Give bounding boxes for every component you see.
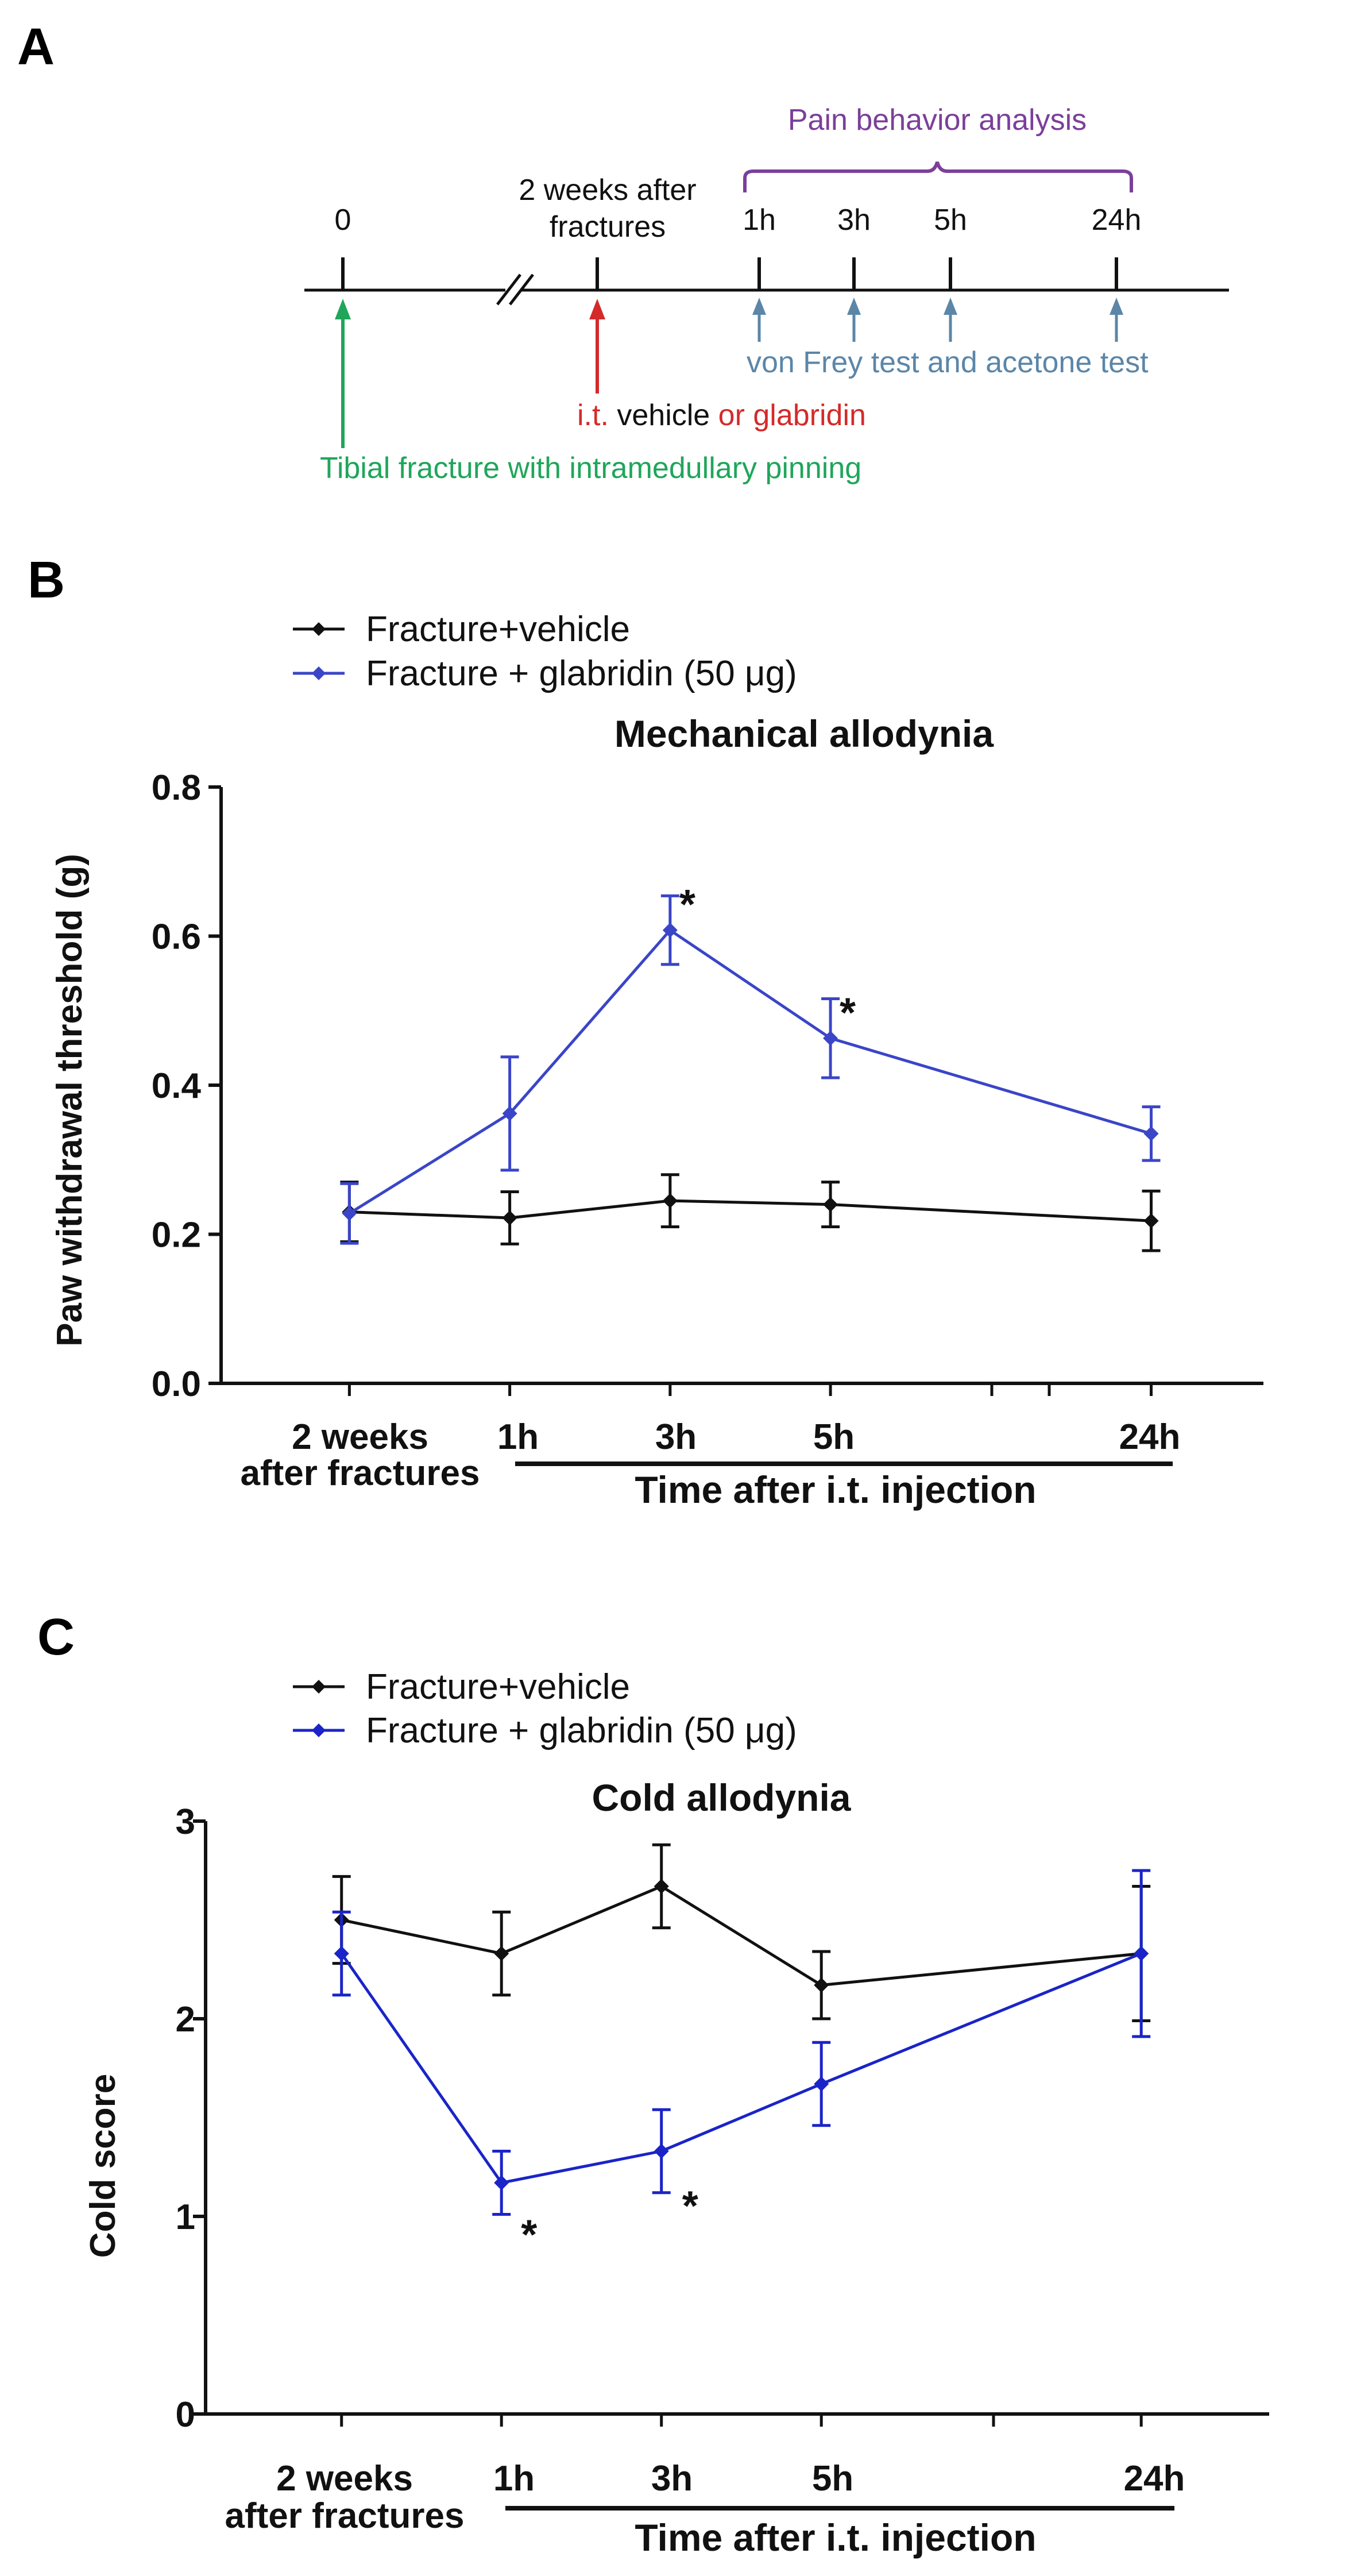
chart-b-xtick-2weeks-line1: 2 weeks [292, 1417, 428, 1457]
timeline-label-2weeks-line2: fractures [550, 210, 666, 244]
chart-c-significance-star: * [521, 2212, 537, 2258]
chart-b-xtick-1h: 1h [497, 1417, 539, 1457]
chart-c-xtick-5h: 5h [812, 2459, 853, 2498]
panel-b-letter: B [28, 552, 65, 609]
chart-b-xtick-3h: 3h [655, 1417, 697, 1457]
chart-b-series-glabridin-point [823, 1031, 838, 1046]
chart-b-ytick-label: 0.8 [152, 768, 201, 808]
chart-b-xtick-2weeks-line2: after fractures [241, 1453, 480, 1493]
legend-c-label-vehicle: Fracture+vehicle [366, 1667, 630, 1707]
chart-b-title: Mechanical allodynia [614, 712, 995, 755]
chart-b-xlabel: Time after i.t. injection [635, 1468, 1036, 1511]
chart-b-series-glabridin-line [349, 928, 1152, 1215]
chart-c-xlabel: Time after i.t. injection [635, 2516, 1036, 2559]
chart-c-title: Cold allodynia [592, 1776, 851, 1819]
chart-c-series-glabridin-point [814, 2076, 829, 2092]
chart-b-series-vehicle-point [1143, 1213, 1159, 1229]
chart-c-series-glabridin-point [334, 1946, 349, 1961]
legend-c-marker-glabridin [312, 1723, 326, 1737]
chart-b-series-glabridin-point [342, 1206, 357, 1221]
pain-behavior-brace [743, 161, 1133, 192]
axis-break-mark-2 [509, 273, 534, 306]
chart-c-series-glabridin-point [654, 2143, 669, 2159]
panel-c: C Fracture+vehicle Fracture + glabridin … [37, 1609, 1269, 2559]
timeline-label-5h: 5h [934, 203, 967, 237]
panel-b: B Fracture+vehicle Fracture + glabridin … [28, 552, 1263, 1511]
injection-arrow [589, 299, 605, 394]
chart-c-ylabel: Cold score [83, 2074, 123, 2258]
test-label: von Frey test and acetone test [747, 346, 1149, 379]
timeline-label-1h: 1h [743, 203, 776, 237]
injection-label-glabridin: or glabridin [718, 399, 866, 432]
chart-c-series-vehicle-line [341, 1884, 1142, 1987]
legend-b: Fracture+vehicle Fracture + glabridin (5… [293, 610, 797, 693]
legend-b-marker-vehicle [312, 622, 326, 636]
legend-b-label-vehicle: Fracture+vehicle [366, 610, 630, 649]
chart-b-ytick-label: 0.4 [152, 1066, 202, 1106]
chart-c-plot: 0 1 2 3 * * [176, 1802, 1269, 2435]
panel-c-letter: C [37, 1609, 75, 1666]
chart-b-xtick-24h: 24h [1119, 1417, 1181, 1457]
chart-c-series-glabridin-line [340, 1952, 1142, 2185]
timeline-label-0: 0 [335, 203, 351, 237]
chart-c-ytick-label: 2 [176, 2000, 195, 2039]
chart-c-xtick-2weeks-line1: 2 weeks [276, 2459, 413, 2498]
chart-c-xtick-2weeks-line2: after fractures [225, 2496, 465, 2536]
timeline-label-24h: 24h [1092, 203, 1142, 237]
test-arrow-1h [752, 298, 766, 342]
chart-b-series-vehicle-point [823, 1197, 838, 1212]
legend-c-label-glabridin: Fracture + glabridin (50 μg) [366, 1711, 797, 1750]
chart-b-xtick-5h: 5h [813, 1417, 855, 1457]
test-arrow-5h [944, 298, 957, 342]
chart-c-ytick-label: 1 [176, 2197, 195, 2237]
fracture-arrow [335, 299, 351, 448]
test-arrow-3h [847, 298, 861, 342]
injection-label: i.t. vehicle or glabridin [577, 399, 866, 432]
chart-c-xtick-1h: 1h [493, 2459, 535, 2498]
timeline-label-3h: 3h [837, 203, 871, 237]
chart-b-ytick-label: 0.0 [152, 1364, 201, 1404]
chart-b-plot: 0.0 0.2 0.4 0.6 0.8 * * [152, 768, 1263, 1404]
legend-b-marker-glabridin [312, 666, 326, 680]
timeline-label-2weeks-line1: 2 weeks after [519, 173, 696, 207]
chart-c-xtick-24h: 24h [1124, 2459, 1185, 2498]
chart-c-ytick-label: 3 [176, 1802, 195, 1842]
chart-b-significance-star: * [679, 882, 695, 928]
chart-b-ylabel: Paw withdrawal threshold (g) [50, 854, 90, 1347]
legend-b-label-glabridin: Fracture + glabridin (50 μg) [366, 654, 797, 693]
chart-c-series-glabridin-point [1134, 1946, 1149, 1961]
chart-b-series-vehicle-point [662, 1193, 678, 1209]
panel-a-letter: A [17, 18, 55, 76]
injection-label-vehicle: vehicle [609, 399, 718, 432]
pain-behavior-label: Pain behavior analysis [788, 103, 1087, 137]
injection-label-it: i.t. [577, 399, 609, 432]
legend-c-marker-vehicle [312, 1680, 326, 1694]
test-arrow-24h [1110, 298, 1123, 342]
chart-b-ytick-label: 0.2 [152, 1216, 201, 1255]
chart-b-ytick-label: 0.6 [152, 917, 201, 957]
panel-a: A 0 2 weeks after fractures 1h 3h 5h 24h… [17, 18, 1229, 485]
chart-b-series-glabridin-point [502, 1106, 517, 1121]
chart-c-series-vehicle-point [494, 1946, 509, 1961]
chart-c-significance-star: * [682, 2183, 698, 2229]
legend-c: Fracture+vehicle Fracture + glabridin (5… [293, 1667, 797, 1750]
fracture-label: Tibial fracture with intramedullary pinn… [320, 452, 861, 485]
chart-c-series-glabridin-point [494, 2175, 509, 2191]
chart-b-series-glabridin-point [662, 923, 678, 938]
chart-c-xtick-3h: 3h [651, 2459, 693, 2498]
chart-c-series-vehicle-point [654, 1879, 669, 1894]
axis-break-mark-1 [496, 273, 521, 306]
chart-c-series-vehicle-point [814, 1977, 829, 1993]
chart-b-series-glabridin-point [1143, 1126, 1159, 1142]
chart-b-significance-star: * [840, 990, 856, 1036]
chart-c-ytick-label: 0 [176, 2395, 195, 2435]
chart-b-series-vehicle-point [502, 1210, 517, 1225]
chart-b-series-vehicle-line [349, 1199, 1151, 1223]
